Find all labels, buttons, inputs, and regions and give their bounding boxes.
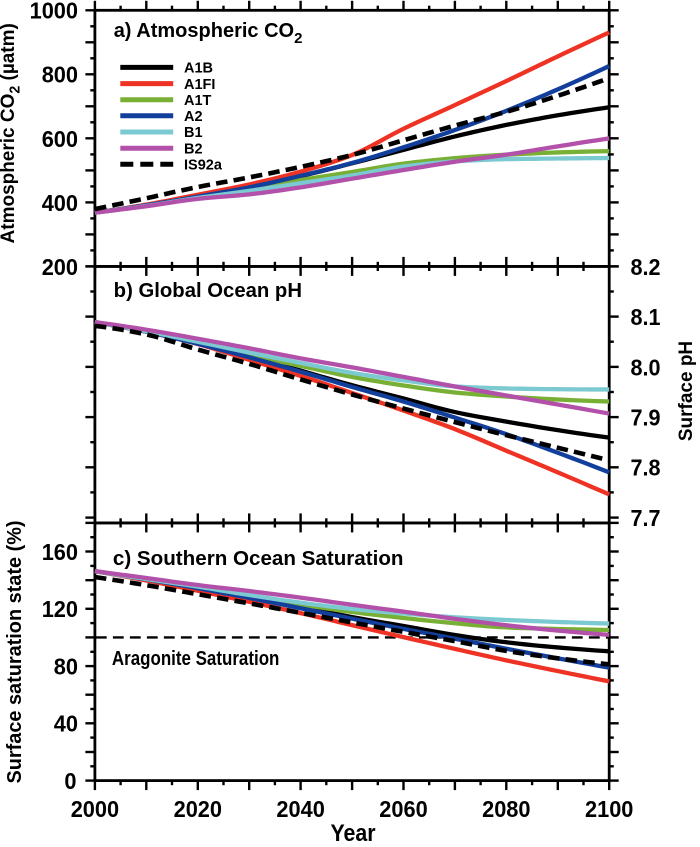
svg-text:b) Global Ocean pH: b) Global Ocean pH bbox=[114, 280, 302, 302]
svg-text:600: 600 bbox=[42, 126, 78, 152]
svg-text:IS92a: IS92a bbox=[184, 158, 223, 174]
svg-text:2060: 2060 bbox=[379, 796, 427, 822]
svg-text:80: 80 bbox=[54, 654, 78, 680]
svg-text:7.7: 7.7 bbox=[631, 505, 661, 531]
svg-text:8.1: 8.1 bbox=[631, 304, 661, 330]
svg-text:120: 120 bbox=[42, 596, 78, 622]
svg-text:2080: 2080 bbox=[482, 796, 530, 822]
svg-text:A2: A2 bbox=[184, 109, 203, 125]
svg-text:400: 400 bbox=[42, 190, 78, 216]
svg-text:Year: Year bbox=[331, 820, 376, 842]
svg-text:Aragonite Saturation: Aragonite Saturation bbox=[112, 648, 280, 670]
svg-text:A1T: A1T bbox=[184, 93, 212, 109]
svg-text:Surface saturation state (%): Surface saturation state (%) bbox=[4, 521, 26, 784]
svg-text:40: 40 bbox=[54, 711, 78, 737]
svg-text:2020: 2020 bbox=[174, 796, 222, 822]
svg-text:7.8: 7.8 bbox=[631, 455, 661, 481]
svg-text:B1: B1 bbox=[184, 125, 203, 141]
svg-text:8.0: 8.0 bbox=[631, 354, 661, 380]
svg-text:2040: 2040 bbox=[276, 796, 324, 822]
svg-text:200: 200 bbox=[42, 254, 78, 280]
svg-text:8.2: 8.2 bbox=[631, 254, 661, 280]
svg-text:800: 800 bbox=[42, 62, 78, 88]
svg-text:160: 160 bbox=[42, 539, 78, 565]
svg-text:2100: 2100 bbox=[585, 796, 633, 822]
svg-text:1000: 1000 bbox=[30, 0, 78, 24]
svg-text:Surface pH: Surface pH bbox=[676, 341, 697, 441]
svg-text:c) Southern Ocean Saturation: c) Southern Ocean Saturation bbox=[113, 548, 404, 570]
svg-text:2000: 2000 bbox=[71, 796, 119, 822]
svg-text:A1FI: A1FI bbox=[184, 77, 215, 93]
svg-text:Atmospheric CO2 (µatm): Atmospheric CO2 (µatm) bbox=[0, 23, 24, 243]
svg-text:0: 0 bbox=[64, 768, 76, 794]
svg-text:B2: B2 bbox=[184, 141, 203, 157]
svg-text:A1B: A1B bbox=[184, 61, 213, 77]
svg-text:7.9: 7.9 bbox=[631, 405, 661, 431]
